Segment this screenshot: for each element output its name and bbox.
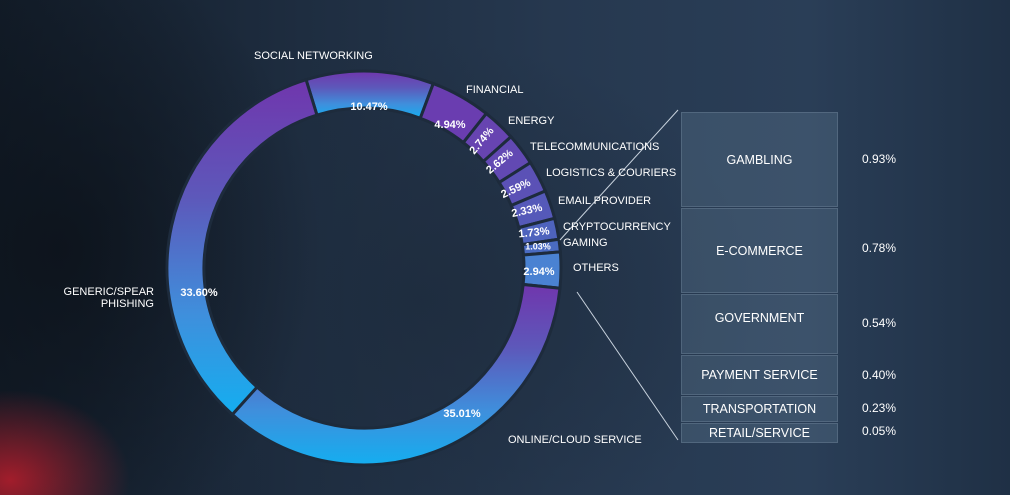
category-label: EMAIL PROVIDER: [558, 195, 651, 207]
leader-line: [576, 291, 679, 441]
others-item-label: TRANSPORTATION: [702, 402, 817, 416]
percent-labels: 10.47%4.94%2.74%2.62%2.59%2.33%1.73%1.03…: [180, 101, 554, 420]
percent-label: 35.01%: [443, 408, 481, 420]
percent-label: 4.94%: [434, 119, 465, 131]
others-item-value: 0.23%: [862, 401, 897, 415]
percent-label: 1.73%: [518, 225, 550, 240]
others-item-label: GOVERNMENT: [714, 311, 805, 325]
category-label: GAMING: [563, 237, 608, 249]
others-item-label: GAMBLING: [726, 152, 793, 167]
category-label: GENERIC/SPEAR: [64, 286, 155, 298]
others-item-box: PAYMENT SERVICE: [681, 355, 838, 395]
donut-slices: [165, 69, 563, 467]
others-item-box: TRANSPORTATION: [681, 396, 838, 422]
leader-line: [559, 109, 679, 241]
category-label: ONLINE/CLOUD SERVICE: [508, 434, 642, 446]
category-label: PHISHING: [101, 298, 154, 310]
others-item-box: GAMBLING: [681, 112, 838, 207]
percent-label: 2.94%: [523, 266, 554, 278]
percent-label: 10.47%: [350, 101, 388, 113]
percent-label: 1.03%: [525, 241, 551, 251]
others-item-box: GOVERNMENT: [681, 294, 838, 354]
leader-lines: [559, 109, 679, 441]
slice-generic-spear-phishing: [165, 77, 319, 417]
others-item-box: RETAIL/SERVICE: [681, 423, 838, 443]
others-item-label: E-COMMERCE: [716, 243, 803, 258]
category-label: TELECOMMUNICATIONS: [530, 141, 659, 153]
others-item-value: 0.05%: [862, 424, 897, 438]
category-label: FINANCIAL: [466, 84, 523, 96]
others-item-value: 0.54%: [862, 316, 897, 330]
others-item-value: 0.40%: [862, 368, 897, 382]
category-labels: SOCIAL NETWORKING FINANCIAL ENERGY TELECOMM…: [64, 50, 677, 446]
category-label: CRYPTOCURRENCY: [563, 221, 671, 233]
category-label: ENERGY: [508, 115, 555, 127]
others-item-box: E-COMMERCE: [681, 208, 838, 293]
others-item-value: 0.78%: [862, 241, 897, 255]
percent-label: 33.60%: [180, 287, 218, 299]
category-label: LOGISTICS & COURIERS: [546, 167, 676, 179]
category-label: SOCIAL NETWORKING: [254, 50, 373, 62]
category-label: OTHERS: [573, 262, 619, 274]
others-item-value: 0.93%: [862, 152, 897, 166]
others-item-label: RETAIL/SERVICE: [709, 426, 810, 440]
others-item-label: PAYMENT SERVICE: [701, 368, 818, 382]
